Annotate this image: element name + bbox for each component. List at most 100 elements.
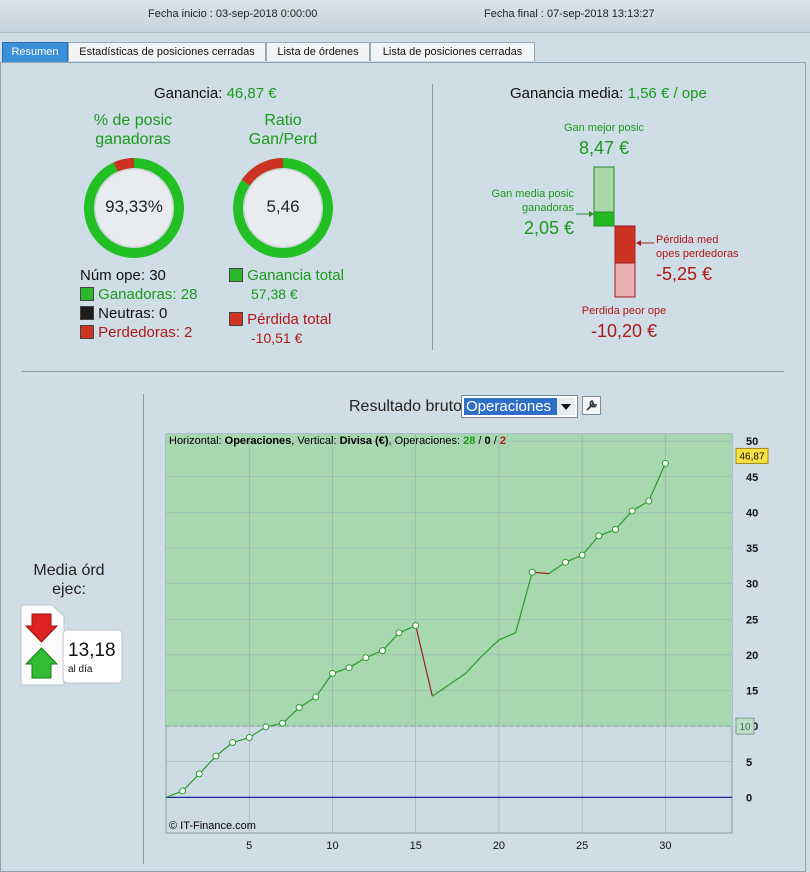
end-date: Fecha final : 07-sep-2018 13:13:27 — [484, 8, 655, 20]
loss-swatch — [80, 325, 94, 339]
ganancia-value: 46,87 € — [226, 85, 277, 102]
x-tick-label-5: 5 — [246, 840, 252, 852]
data-point-26 — [595, 532, 603, 540]
totals: Ganancia total 57,38 € Pérdida total -10… — [229, 266, 344, 348]
pct-donut-svg — [84, 158, 184, 258]
chart-mode-select[interactable]: Operaciones — [461, 395, 578, 418]
peor-label: Perdida peor ope — [581, 305, 667, 317]
orders-value-box — [62, 629, 123, 684]
y-tick-label-25: 25 — [746, 614, 758, 626]
info-win: 28 — [463, 435, 476, 447]
tab-bar: Resumen Estadísticas de posiciones cerra… — [0, 42, 810, 62]
media-perd-value: -5,25 € — [656, 264, 713, 284]
pct-title-line1: % de posic — [93, 112, 173, 129]
data-point-13 — [378, 647, 386, 655]
chart-watermark: © IT-Finance.com — [169, 820, 256, 832]
avg-loss-bar — [614, 225, 636, 264]
series-segment-26 — [581, 535, 600, 556]
pct-donut-ring-loss — [113, 158, 135, 172]
series-segment-18 — [448, 672, 466, 686]
pct-donut-center — [94, 168, 174, 248]
y-tick-label-50: 50 — [746, 436, 758, 448]
series-segment-19 — [465, 655, 483, 674]
media-heading: Ganancia media: 1,56 € / ope — [510, 85, 707, 102]
data-point-4 — [229, 739, 237, 747]
ops-breakdown: Núm ope: 30 Ganadoras: 28 Neutras: 0 Per… — [80, 266, 197, 342]
up-arrow-icon — [24, 647, 59, 679]
tab-resumen[interactable]: Resumen — [2, 42, 68, 62]
media-ord-title: Media órd ejec: — [20, 561, 118, 599]
perdedoras-count: Perdedoras: 2 — [98, 324, 193, 341]
info-sep2: / — [490, 435, 500, 447]
ratio-title-line1: Ratio — [264, 112, 302, 129]
ganancia-heading: Ganancia: 46,87 € — [154, 85, 277, 102]
y-tick-label-45: 45 — [746, 472, 758, 484]
data-point-9 — [312, 693, 320, 701]
num-ope: Núm ope: 30 — [80, 267, 166, 284]
gain-loss-bars — [576, 166, 654, 298]
data-point-22 — [528, 568, 536, 576]
x-tick-label-10: 10 — [326, 840, 338, 852]
tab-lista-ordenes[interactable]: Lista de órdenes — [266, 42, 370, 61]
ratio-donut-value: 5,46 — [266, 197, 300, 216]
data-point-5 — [245, 734, 253, 742]
data-point-8 — [295, 704, 303, 712]
divider-vertical — [432, 84, 433, 350]
ganadoras-count: Ganadoras: 28 — [98, 286, 198, 303]
info-loss: 2 — [499, 435, 506, 447]
neutras-count: Neutras: 0 — [98, 305, 168, 322]
data-point-7 — [279, 719, 287, 727]
info-vertical: Divisa (€) — [339, 435, 389, 447]
data-point-2 — [195, 770, 203, 778]
data-point-24 — [562, 558, 570, 566]
y-tick-label-35: 35 — [746, 543, 758, 555]
info-neutral: 0 — [484, 435, 491, 447]
media-perd-label: Pérdida med opes perdedoras — [656, 233, 739, 261]
series-segment-2 — [182, 773, 200, 792]
data-point-29 — [645, 497, 653, 505]
tab-lista-posiciones[interactable]: Lista de posiciones cerradas — [370, 42, 535, 61]
data-point-15 — [412, 622, 420, 630]
series-segment-10 — [315, 673, 333, 698]
data-point-10 — [328, 669, 336, 677]
info-horizontal: Operaciones — [224, 435, 292, 447]
data-point-6 — [262, 723, 270, 731]
divider-horizontal — [22, 371, 784, 372]
y-tick-label-40: 40 — [746, 507, 758, 519]
media-ord-title-line1: Media órd — [33, 562, 105, 579]
perdida-total-label: Pérdida total — [247, 311, 332, 328]
above-threshold-area — [166, 434, 732, 727]
media-gan-label-line1: Gan media posic — [491, 188, 574, 200]
data-point-27 — [611, 525, 619, 533]
tab-estadisticas[interactable]: Estadísticas de posiciones cerradas — [68, 42, 266, 61]
gain-total-swatch — [229, 268, 243, 282]
avg-gain-bar — [593, 211, 615, 227]
perdida-total-value: -10,51 € — [251, 330, 303, 346]
media-perd-label-line2: opes perdedoras — [656, 248, 739, 260]
mejor-value: 8,47 € — [578, 138, 630, 158]
series-segment-20 — [481, 639, 500, 657]
series-segment-16 — [415, 625, 433, 697]
info-prefix: Horizontal: — [169, 435, 225, 447]
info-sep1: / — [475, 435, 485, 447]
pct-donut: 93,33% — [83, 157, 185, 259]
peor-value: -10,20 € — [590, 321, 658, 341]
chevron-down-icon[interactable] — [557, 398, 575, 415]
orders-per-day-unit: al día — [68, 664, 93, 675]
wrench-icon[interactable] — [582, 396, 601, 415]
chart-title: Resultado bruto — [349, 398, 462, 415]
data-point-14 — [395, 629, 403, 637]
divider-chart — [143, 394, 144, 864]
series-segment-8 — [282, 707, 300, 724]
ganancia-total-value: 57,38 € — [251, 286, 298, 302]
loss-total-swatch — [229, 312, 243, 326]
media-ord-title-line2: ejec: — [52, 581, 86, 598]
pct-donut-value: 93,33% — [105, 197, 163, 216]
media-perd-label-line1: Pérdida med — [656, 234, 719, 246]
start-date: Fecha inicio : 03-sep-2018 0:00:00 — [148, 8, 318, 20]
series-segment-21 — [498, 632, 516, 641]
data-point-28 — [628, 507, 636, 515]
y-tick-label-5: 5 — [746, 757, 752, 769]
neutral-swatch — [80, 306, 94, 320]
ganancia-total-label: Ganancia total — [247, 267, 344, 284]
